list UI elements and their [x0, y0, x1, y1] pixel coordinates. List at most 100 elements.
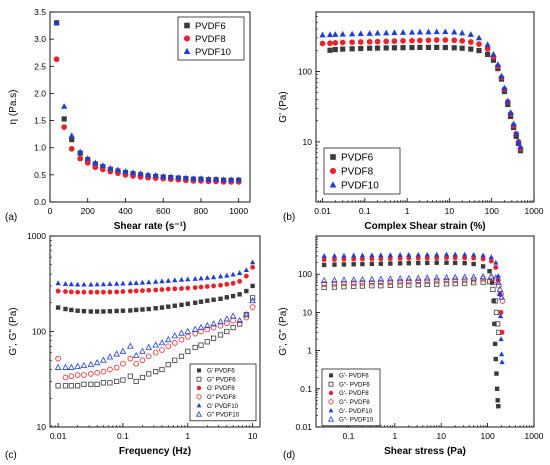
data-point — [68, 145, 75, 152]
data-point — [81, 372, 87, 378]
data-point — [133, 307, 139, 313]
data-point — [218, 282, 223, 288]
data-point — [480, 256, 486, 262]
data-point — [235, 176, 242, 183]
y-tick-label: 100 — [298, 66, 312, 76]
data-point — [368, 275, 376, 282]
data-point — [513, 130, 520, 137]
data-point — [204, 339, 210, 345]
data-point — [451, 37, 458, 44]
data-point — [357, 30, 364, 37]
data-point — [152, 172, 159, 178]
data-point — [133, 288, 139, 294]
data-point — [484, 41, 491, 48]
data-point — [494, 278, 502, 286]
data-point — [129, 169, 137, 176]
data-point — [496, 285, 504, 292]
data-point — [443, 274, 450, 281]
x-tick-label: 0.01 — [50, 431, 67, 441]
plot-frame — [315, 11, 535, 203]
x-tick-label: 0 — [48, 206, 53, 216]
data-point — [133, 360, 139, 367]
data-point — [461, 277, 468, 283]
data-point — [424, 255, 430, 261]
data-point — [62, 383, 69, 389]
data-point — [332, 31, 339, 37]
data-point — [321, 284, 327, 291]
legend-marker — [328, 399, 334, 405]
data-point — [88, 309, 94, 314]
data-point — [62, 363, 69, 370]
data-point — [212, 175, 220, 182]
data-point — [378, 261, 384, 266]
data-point — [397, 261, 403, 266]
data-point — [62, 374, 69, 381]
legend-entry: G" PVDF6 — [207, 376, 236, 383]
data-point — [400, 38, 406, 44]
data-point — [54, 363, 62, 370]
data-point — [391, 29, 398, 36]
legend-entry: G" PVDF10 — [207, 412, 240, 419]
data-point — [250, 283, 255, 289]
data-point — [175, 174, 182, 180]
data-point — [475, 34, 483, 41]
y-tick-label: 100 — [32, 327, 46, 337]
data-point — [100, 289, 106, 295]
data-point — [504, 97, 511, 104]
data-point — [397, 256, 403, 261]
data-point — [204, 326, 211, 333]
data-point — [159, 287, 165, 292]
data-point — [327, 40, 333, 47]
data-point — [77, 148, 84, 155]
data-point — [172, 286, 178, 292]
data-point — [81, 381, 87, 387]
x-tick-label: 1 — [185, 431, 190, 441]
data-point — [470, 273, 477, 280]
data-point — [107, 281, 113, 287]
data-point — [88, 381, 94, 387]
data-point — [387, 256, 393, 262]
data-point — [106, 353, 114, 360]
data-point — [332, 262, 337, 267]
data-point — [360, 261, 365, 267]
data-point — [499, 298, 506, 304]
data-point — [451, 273, 459, 280]
data-point — [434, 255, 440, 261]
data-point — [369, 252, 375, 258]
data-point — [443, 251, 450, 257]
data-point — [423, 274, 431, 281]
data-point — [197, 323, 205, 330]
data-point — [230, 317, 236, 324]
data-point — [493, 309, 500, 316]
data-point — [159, 366, 165, 373]
data-point — [462, 251, 468, 257]
data-point — [359, 275, 366, 283]
data-point — [498, 293, 505, 300]
data-point — [127, 342, 134, 349]
x-tick-label: 10 — [445, 206, 455, 216]
data-point — [171, 340, 178, 346]
data-point — [133, 378, 139, 385]
data-point — [484, 45, 491, 52]
legend-entry: G' PVDF8 — [207, 385, 235, 392]
data-point — [146, 371, 152, 377]
data-point — [55, 383, 61, 389]
data-point — [61, 116, 67, 122]
data-point — [99, 162, 106, 168]
legend-entry: PVDF6 — [341, 153, 374, 164]
data-point — [230, 293, 236, 299]
data-point — [210, 335, 217, 341]
data-point — [179, 302, 184, 308]
y-tick-label: 3.5 — [34, 7, 46, 17]
data-point — [243, 267, 249, 273]
data-point — [374, 29, 381, 36]
data-point — [425, 28, 432, 35]
data-point — [92, 159, 99, 166]
data-point — [425, 260, 430, 266]
data-point — [494, 386, 500, 391]
legend-entry: PVDF8 — [195, 34, 226, 45]
legend-marker — [329, 373, 333, 378]
data-point — [341, 256, 347, 262]
